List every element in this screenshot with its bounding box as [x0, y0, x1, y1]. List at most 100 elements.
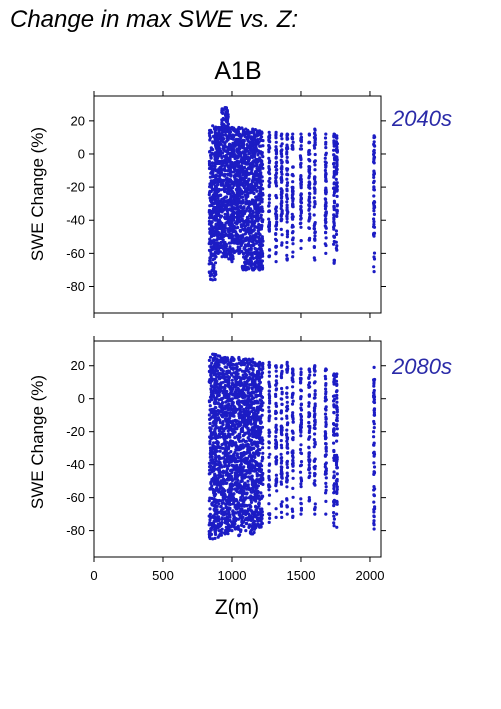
scatter-point: [313, 234, 317, 238]
scatter-point: [227, 203, 231, 207]
scatter-point: [290, 173, 294, 177]
scatter-point: [242, 510, 246, 514]
scatter-point: [254, 499, 258, 503]
scatter-point: [213, 357, 217, 361]
scatter-point: [210, 179, 214, 183]
scatter-point: [216, 236, 220, 240]
scatter-point: [258, 380, 262, 384]
scatter-point: [255, 183, 259, 187]
scatter-point: [225, 436, 229, 440]
scatter-point: [335, 214, 339, 218]
scatter-point: [231, 150, 235, 154]
scatter-point: [285, 160, 289, 164]
scatter-point: [267, 380, 271, 384]
scatter-point: [231, 408, 235, 412]
scatter-point: [267, 255, 271, 259]
scatter-point: [223, 217, 228, 221]
scatter-point: [241, 459, 245, 463]
scatter-point: [232, 452, 236, 456]
scatter-point: [248, 142, 253, 146]
scatter-point: [227, 230, 231, 234]
scatter-point: [223, 106, 227, 110]
scatter-point: [235, 400, 239, 404]
scatter-point: [267, 144, 271, 149]
scatter-point: [218, 449, 222, 453]
scatter-point: [252, 480, 256, 484]
scatter-point: [224, 242, 228, 247]
scatter-point: [225, 203, 229, 207]
scatter-point: [227, 427, 231, 431]
scatter-point: [220, 443, 224, 447]
scatter-point: [241, 239, 246, 243]
scatter-point: [208, 421, 212, 426]
scatter-point: [307, 180, 311, 184]
scatter-point: [267, 185, 271, 189]
scatter-point: [256, 512, 261, 516]
scatter-point: [313, 175, 317, 179]
scatter-point: [274, 140, 278, 144]
scatter-point: [220, 164, 224, 168]
scatter-point: [232, 215, 236, 219]
scatter-point: [299, 225, 303, 229]
scatter-point: [221, 469, 225, 474]
scatter-point: [246, 178, 250, 183]
scatter-point: [213, 463, 218, 467]
scatter-point: [249, 183, 253, 187]
scatter-point: [208, 355, 213, 359]
scatter-point: [213, 277, 217, 282]
scatter-point: [230, 220, 234, 224]
scatter-point: [245, 207, 249, 211]
scatter-point: [209, 388, 213, 392]
scatter-point: [220, 527, 224, 531]
scatter-point: [335, 211, 339, 215]
scatter-point: [260, 475, 264, 479]
scatter-point: [324, 186, 328, 190]
scatter-point: [221, 396, 225, 400]
scatter-point: [285, 258, 289, 262]
scatter-point: [243, 439, 247, 444]
scatter-point: [208, 487, 212, 491]
scatter-point: [267, 209, 271, 213]
scatter-point: [291, 140, 295, 144]
scatter-point: [251, 357, 255, 361]
scatter-point: [324, 146, 328, 150]
scatter-point: [212, 507, 216, 512]
scatter-point: [313, 146, 317, 150]
scatter-point: [220, 530, 224, 535]
scatter-point: [372, 171, 376, 175]
scatter-point: [242, 362, 246, 366]
scatter-point: [229, 194, 233, 198]
scatter-point: [249, 171, 253, 175]
scatter-point: [332, 235, 337, 239]
scatter-point: [323, 242, 327, 246]
scatter-point: [285, 167, 289, 171]
scatter-point: [221, 380, 225, 384]
scatter-point: [334, 232, 339, 236]
scatter-point: [242, 445, 246, 449]
scatter-point: [237, 491, 242, 495]
scatter-point: [299, 175, 303, 179]
y-tick-label: -80: [66, 279, 85, 294]
scatter-point: [256, 229, 260, 233]
scatter-point: [255, 158, 259, 162]
scatter-point: [372, 217, 376, 221]
scatter-point: [279, 170, 284, 174]
scatter-point: [215, 213, 220, 218]
scatter-point: [210, 225, 214, 229]
scatter-point: [286, 210, 290, 215]
scatter-point: [285, 193, 289, 197]
scatter-point: [209, 183, 213, 187]
scatter-point: [221, 182, 225, 186]
scatter-point: [280, 233, 284, 237]
scatter-point: [254, 233, 258, 237]
scatter-point: [235, 499, 239, 503]
scatter-point: [250, 224, 254, 228]
scatter-point: [218, 175, 222, 179]
scatter-point: [332, 227, 336, 231]
scatter-point: [221, 415, 225, 419]
scatter-point: [259, 213, 263, 217]
scatter-point: [274, 232, 278, 236]
scatter-point: [207, 358, 211, 362]
scatter-point: [267, 446, 271, 450]
scatter-point: [249, 518, 253, 522]
